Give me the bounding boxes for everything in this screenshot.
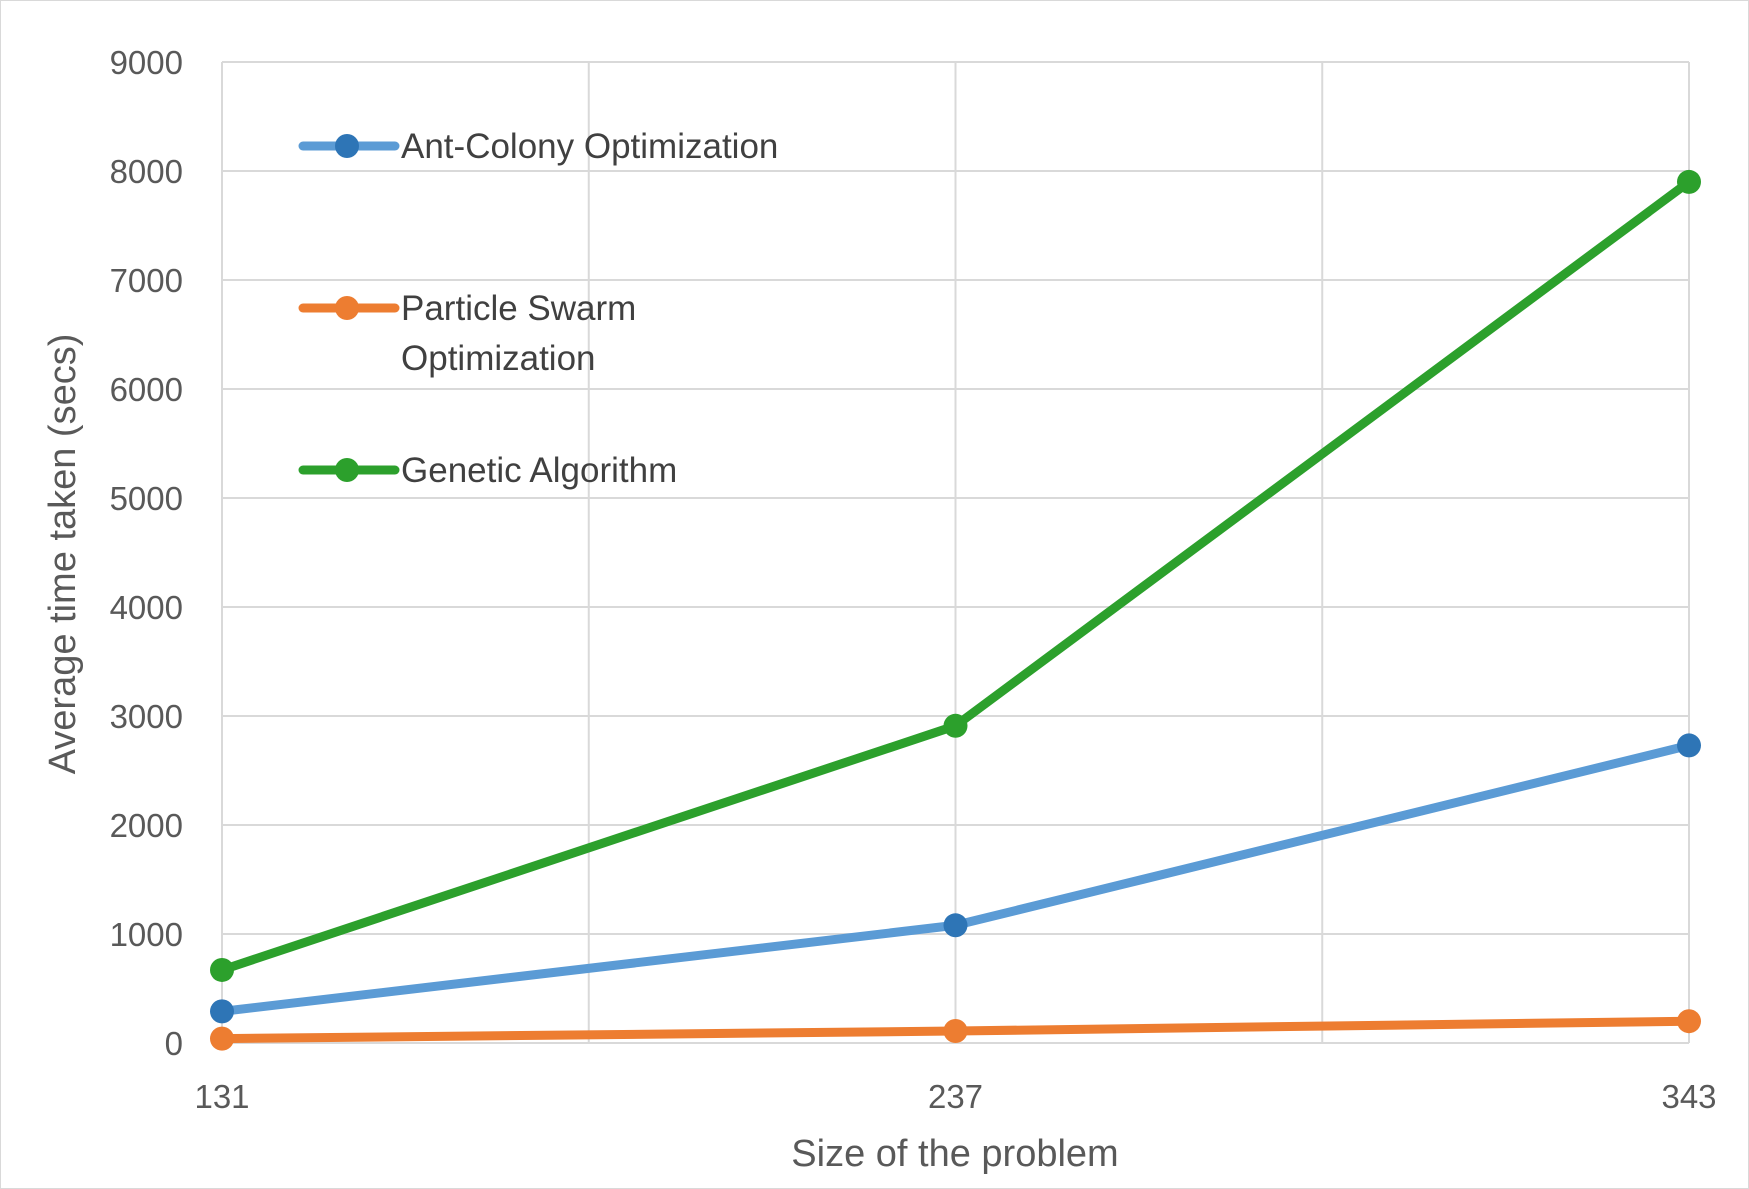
x-axis-ticks: 131 237 343: [194, 1078, 1716, 1115]
legend-marker: [335, 458, 359, 482]
data-point: [210, 957, 234, 982]
x-tick-label: 343: [1661, 1078, 1716, 1115]
legend-marker: [335, 134, 359, 158]
y-tick-label: 7000: [110, 262, 183, 299]
legend-item: Genetic Algorithm: [298, 451, 677, 490]
series-1: [210, 1009, 1701, 1051]
y-tick-label: 9000: [110, 44, 183, 81]
y-tick-label: 2000: [110, 807, 183, 844]
y-tick-label: 8000: [110, 153, 183, 190]
data-point: [1677, 1009, 1701, 1034]
x-tick-label: 237: [928, 1078, 983, 1115]
y-tick-label: 3000: [110, 698, 183, 735]
legend: Ant-Colony Optimization Particle Swarm Opt…: [298, 127, 778, 490]
data-point: [943, 913, 968, 938]
legend-item: Particle Swarm Optimization: [298, 289, 636, 378]
legend-label: Particle Swarm: [401, 289, 636, 328]
legend-item: Ant-Colony Optimization: [298, 127, 778, 166]
legend-label: Ant-Colony Optimization: [401, 127, 778, 166]
legend-label: Genetic Algorithm: [401, 451, 677, 490]
data-point: [210, 999, 234, 1024]
series-0: [210, 733, 1701, 1024]
series-lines: [210, 169, 1701, 1051]
x-tick-label: 131: [194, 1078, 249, 1115]
legend-marker: [335, 296, 359, 320]
data-point: [943, 713, 968, 738]
data-point: [1677, 169, 1701, 194]
y-tick-label: 6000: [110, 371, 183, 408]
x-axis-title: Size of the problem: [791, 1133, 1118, 1175]
data-point: [943, 1019, 968, 1044]
y-tick-label: 5000: [110, 480, 183, 517]
legend-label: Optimization: [401, 339, 596, 378]
y-tick-label: 4000: [110, 589, 183, 626]
y-axis-title: Average time taken (secs): [42, 334, 84, 775]
data-point: [210, 1026, 234, 1051]
y-tick-label: 0: [165, 1025, 183, 1062]
gridlines: [221, 61, 1690, 1044]
y-tick-label: 1000: [110, 916, 183, 953]
y-axis-ticks: 0 1000 2000 3000 4000 5000 6000 7000 8000 9000: [110, 44, 183, 1062]
series-2: [210, 169, 1701, 982]
data-point: [1677, 733, 1701, 758]
